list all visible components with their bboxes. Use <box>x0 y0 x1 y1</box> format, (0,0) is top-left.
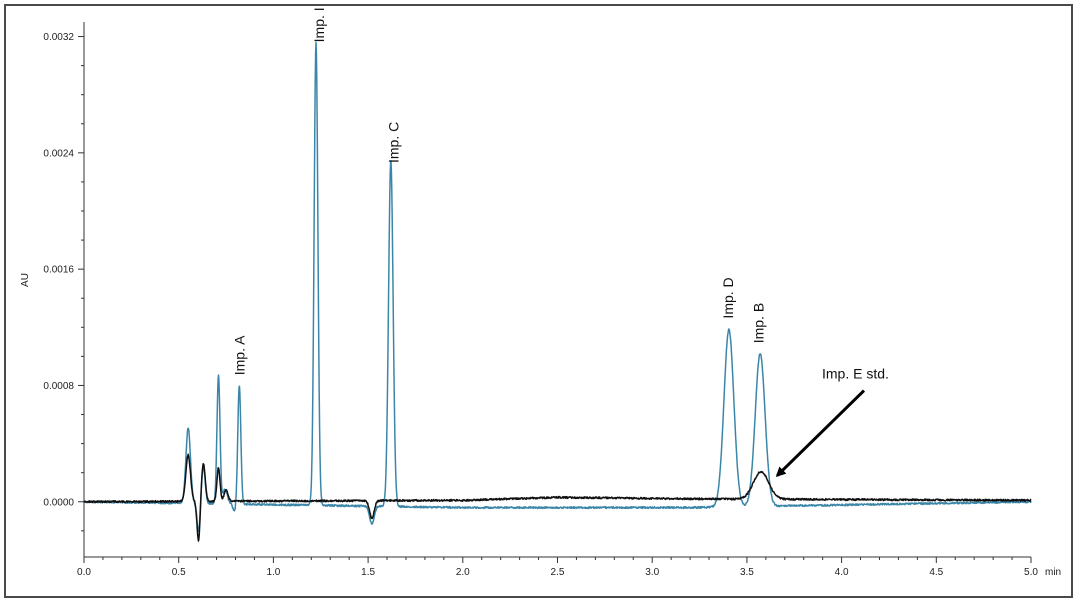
x-axis-unit-label: min <box>1045 567 1061 578</box>
peak-label: Imp. A <box>231 335 247 375</box>
annotation-arrow <box>775 389 866 477</box>
x-tick-label: 0.0 <box>77 567 91 578</box>
series-layer <box>83 41 1032 542</box>
axes: 0.0 0.5 1.0 1.5 2.0 2.5 3.0 3.5 4.0 4.5 5.0 min 0.00… <box>43 22 1061 578</box>
annotation-label: Imp. E std. <box>822 366 889 382</box>
x-tick-label: 4.5 <box>929 567 943 578</box>
peak-label: Imp. D <box>720 277 736 318</box>
peak-label: Imp. I <box>311 7 327 42</box>
x-tick-label: 3.5 <box>740 567 754 578</box>
x-tick-label: 0.5 <box>172 567 186 578</box>
y-axis-label: AU <box>20 273 31 287</box>
x-tick-label: 2.5 <box>551 567 565 578</box>
x-tick-label: 4.0 <box>835 567 849 578</box>
y-tick-label: 0.0024 <box>43 148 74 159</box>
y-tick-label: 0.0000 <box>43 497 74 508</box>
x-tick-label: 1.5 <box>361 567 375 578</box>
y-tick-label: 0.0032 <box>43 32 74 43</box>
series-line-0 <box>83 41 1032 532</box>
peak-label: Imp. B <box>750 303 766 343</box>
x-tick-label: 2.0 <box>456 567 470 578</box>
x-tick-label: 3.0 <box>645 567 659 578</box>
annotations: Imp. A Imp. I Imp. C Imp. D Imp. B Imp. E std… <box>231 7 889 477</box>
peak-label: Imp. C <box>386 122 402 163</box>
y-tick-label: 0.0016 <box>43 265 74 276</box>
x-tick-label: 1.0 <box>266 567 280 578</box>
y-tick-label: 0.0008 <box>43 381 74 392</box>
x-tick-label: 5.0 <box>1024 567 1038 578</box>
series-line-1 <box>83 453 1032 542</box>
